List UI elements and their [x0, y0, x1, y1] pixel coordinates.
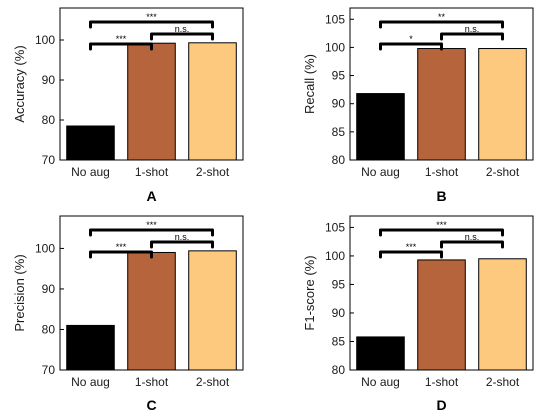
axes-box — [59, 7, 244, 161]
y-tick-label: 80 — [42, 113, 56, 127]
y-tick-label: 90 — [332, 97, 346, 111]
x-tick-label: 1-shot — [425, 375, 459, 389]
significance-label: n.s. — [465, 24, 480, 34]
y-tick-label: 100 — [325, 249, 345, 263]
y-tick-label: 95 — [332, 69, 346, 83]
bar-2-shot — [188, 42, 237, 161]
panel-letter: C — [146, 397, 156, 413]
y-axis-label: Recall (%) — [302, 54, 317, 114]
y-tick-label: 90 — [42, 282, 56, 296]
y-tick-label: 90 — [42, 73, 56, 87]
x-tick-label: No aug — [361, 375, 400, 389]
x-tick-label: No aug — [361, 165, 400, 179]
x-tick-label: 1-shot — [135, 375, 169, 389]
y-tick-label: 90 — [332, 306, 346, 320]
panel-A: 70 80 90 100 No aug 1-shot 2-shot Accuracy (%) A… — [12, 7, 244, 204]
x-tick-label: 1-shot — [135, 165, 169, 179]
panel-letter: B — [436, 188, 446, 204]
significance-label: *** — [406, 242, 417, 252]
y-tick-label: 70 — [42, 153, 56, 167]
y-tick-label: 105 — [325, 220, 345, 234]
y-tick-label: 100 — [325, 40, 345, 54]
significance-bracket — [150, 240, 214, 249]
bar-no-aug — [356, 336, 405, 371]
significance-bracket — [440, 32, 504, 41]
panel-letter: A — [146, 188, 156, 204]
significance-label: ** — [438, 12, 446, 22]
y-tick-label: 100 — [35, 241, 55, 255]
y-tick-label: 100 — [35, 33, 55, 47]
axes-box — [59, 215, 244, 371]
x-tick-label: 2-shot — [486, 165, 520, 179]
bar-1-shot — [127, 42, 176, 161]
significance-bracket — [89, 42, 153, 51]
bar-2-shot — [478, 48, 527, 161]
significance-label: *** — [116, 34, 127, 44]
bar-no-aug — [66, 125, 115, 161]
panel-B: 80 85 90 95 100 105 No aug 1-shot 2-shot Recall (… — [302, 7, 534, 204]
significance-bracket — [379, 228, 504, 237]
significance-label: *** — [116, 242, 127, 252]
y-tick-label: 105 — [325, 12, 345, 26]
bar-2-shot — [188, 250, 237, 371]
bar-1-shot — [417, 48, 466, 161]
bar-1-shot — [127, 251, 176, 371]
bar-no-aug — [356, 93, 405, 161]
bar-1-shot — [417, 259, 466, 371]
y-tick-label: 80 — [332, 153, 346, 167]
significance-label: * — [409, 34, 413, 44]
x-tick-label: 2-shot — [486, 375, 520, 389]
significance-bracket — [150, 32, 214, 41]
y-tick-label: 95 — [332, 277, 346, 291]
significance-label: *** — [146, 12, 157, 22]
x-tick-label: No aug — [71, 165, 110, 179]
significance-bracket — [379, 42, 443, 51]
significance-label: n.s. — [175, 24, 190, 34]
axes-box — [349, 7, 534, 161]
significance-label: *** — [146, 220, 157, 230]
x-tick-label: 2-shot — [196, 165, 230, 179]
significance-bracket — [89, 228, 214, 237]
y-tick-label: 85 — [332, 334, 346, 348]
significance-label: *** — [436, 220, 447, 230]
y-tick-label: 85 — [332, 125, 346, 139]
axes-box — [349, 215, 534, 371]
y-axis-label: Precision (%) — [12, 254, 27, 331]
significance-bracket — [379, 250, 443, 259]
significance-bracket — [379, 20, 504, 29]
y-tick-label: 70 — [42, 363, 56, 377]
significance-bracket — [440, 240, 504, 249]
y-tick-label: 80 — [42, 322, 56, 336]
x-tick-label: 1-shot — [425, 165, 459, 179]
significance-bracket — [89, 20, 214, 29]
x-tick-label: No aug — [71, 375, 110, 389]
significance-label: n.s. — [465, 232, 480, 242]
bar-2-shot — [478, 258, 527, 371]
x-tick-label: 2-shot — [196, 375, 230, 389]
significance-label: n.s. — [175, 232, 190, 242]
panel-C: 70 80 90 100 No aug 1-shot 2-shot Precision (%)… — [12, 215, 244, 413]
panel-letter: D — [436, 397, 446, 413]
bar-no-aug — [66, 324, 115, 371]
significance-bracket — [89, 250, 153, 259]
panel-D: 80 85 90 95 100 105 No aug 1-shot 2-shot F1-score… — [302, 215, 534, 413]
y-axis-label: Accuracy (%) — [12, 45, 27, 122]
y-tick-label: 80 — [332, 363, 346, 377]
y-axis-label: F1-score (%) — [302, 255, 317, 330]
